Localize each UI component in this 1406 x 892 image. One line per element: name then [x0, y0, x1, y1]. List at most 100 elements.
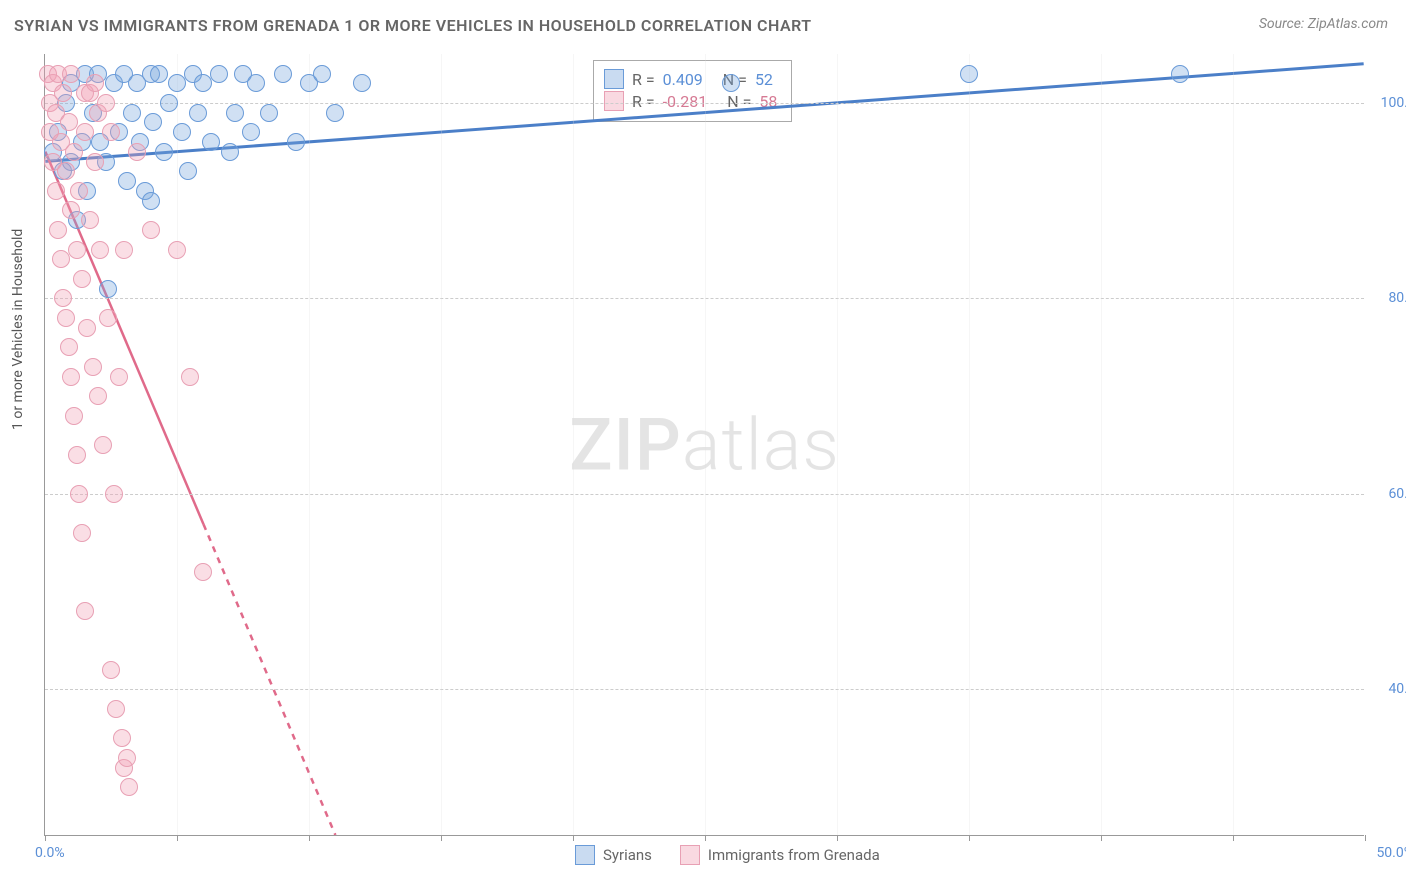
- x-tick: [1101, 835, 1102, 841]
- bottom-legend: Syrians Immigrants from Grenada: [575, 845, 880, 865]
- data-point: [62, 368, 80, 386]
- data-point: [81, 211, 99, 229]
- data-point: [115, 241, 133, 259]
- stat-value: 58: [759, 92, 777, 111]
- x-tick: [837, 835, 838, 841]
- y-tick-label: 80.0%: [1388, 290, 1406, 306]
- gridline-v: [1101, 54, 1102, 835]
- gridline-v: [573, 54, 574, 835]
- data-point: [68, 241, 86, 259]
- legend-item: Syrians: [575, 845, 652, 865]
- data-point: [62, 201, 80, 219]
- data-point: [179, 162, 197, 180]
- plot-area: ZIPatlas R = 0.409 N = 52 R = -0.281 N =…: [44, 54, 1364, 836]
- data-point: [102, 661, 120, 679]
- data-point: [313, 65, 331, 83]
- gridline-v: [705, 54, 706, 835]
- data-point: [47, 182, 65, 200]
- data-point: [194, 563, 212, 581]
- gridline-v: [969, 54, 970, 835]
- data-point: [110, 368, 128, 386]
- data-point: [221, 143, 239, 161]
- gridline-v: [1233, 54, 1234, 835]
- data-point: [70, 182, 88, 200]
- swatch-icon: [680, 845, 700, 865]
- data-point: [155, 143, 173, 161]
- data-point: [65, 407, 83, 425]
- data-point: [142, 192, 160, 210]
- data-point: [260, 104, 278, 122]
- legend-stats-row: R = -0.281 N = 58: [604, 91, 777, 111]
- gridline-v: [441, 54, 442, 835]
- stat-value: 0.409: [663, 70, 703, 89]
- data-point: [57, 309, 75, 327]
- legend-stats-box: R = 0.409 N = 52 R = -0.281 N = 58: [593, 60, 792, 122]
- data-point: [274, 65, 292, 83]
- y-tick-label: 60.0%: [1388, 486, 1406, 502]
- x-tick: [441, 835, 442, 841]
- data-point: [70, 485, 88, 503]
- chart-container: SYRIAN VS IMMIGRANTS FROM GRENADA 1 OR M…: [0, 0, 1406, 892]
- data-point: [78, 319, 96, 337]
- data-point: [150, 65, 168, 83]
- swatch-icon: [604, 69, 624, 89]
- swatch-icon: [575, 845, 595, 865]
- data-point: [160, 94, 178, 112]
- data-point: [94, 436, 112, 454]
- swatch-icon: [604, 91, 624, 111]
- y-tick-label: 40.0%: [1388, 681, 1406, 697]
- data-point: [73, 270, 91, 288]
- x-tick: [705, 835, 706, 841]
- gridline-v: [837, 54, 838, 835]
- data-point: [353, 74, 371, 92]
- y-tick-label: 100.0%: [1381, 95, 1406, 111]
- data-point: [76, 123, 94, 141]
- y-axis-label: 1 or more Vehicles in Household: [10, 229, 26, 430]
- data-point: [54, 84, 72, 102]
- x-tick: [309, 835, 310, 841]
- stat-value: 52: [755, 70, 773, 89]
- data-point: [89, 387, 107, 405]
- data-point: [99, 309, 117, 327]
- data-point: [202, 133, 220, 151]
- legend-item: Immigrants from Grenada: [680, 845, 880, 865]
- legend-label: Immigrants from Grenada: [708, 846, 880, 864]
- data-point: [128, 143, 146, 161]
- legend-label: Syrians: [603, 846, 652, 864]
- data-point: [52, 250, 70, 268]
- data-point: [168, 74, 186, 92]
- data-point: [57, 162, 75, 180]
- data-point: [102, 123, 120, 141]
- data-point: [194, 74, 212, 92]
- watermark-bold: ZIP: [569, 402, 682, 487]
- x-tick: [1365, 835, 1366, 841]
- data-point: [65, 143, 83, 161]
- data-point: [118, 749, 136, 767]
- chart-title: SYRIAN VS IMMIGRANTS FROM GRENADA 1 OR M…: [14, 16, 812, 35]
- x-tick: [573, 835, 574, 841]
- data-point: [326, 104, 344, 122]
- data-point: [181, 368, 199, 386]
- data-point: [1171, 65, 1189, 83]
- data-point: [113, 729, 131, 747]
- data-point: [84, 358, 102, 376]
- stat-value: -0.281: [663, 92, 708, 111]
- gridline-v: [309, 54, 310, 835]
- stat-label: N =: [727, 92, 751, 111]
- data-point: [123, 104, 141, 122]
- data-point: [62, 65, 80, 83]
- x-tick-label: 50.0%: [1376, 845, 1406, 861]
- data-point: [168, 241, 186, 259]
- data-point: [118, 172, 136, 190]
- legend-stats-row: R = 0.409 N = 52: [604, 69, 777, 89]
- data-point: [107, 700, 125, 718]
- data-point: [86, 153, 104, 171]
- data-point: [99, 280, 117, 298]
- x-tick: [1233, 835, 1234, 841]
- x-tick-label: 0.0%: [35, 845, 65, 861]
- data-point: [142, 221, 160, 239]
- data-point: [97, 94, 115, 112]
- data-point: [49, 221, 67, 239]
- data-point: [226, 104, 244, 122]
- x-tick: [45, 835, 46, 841]
